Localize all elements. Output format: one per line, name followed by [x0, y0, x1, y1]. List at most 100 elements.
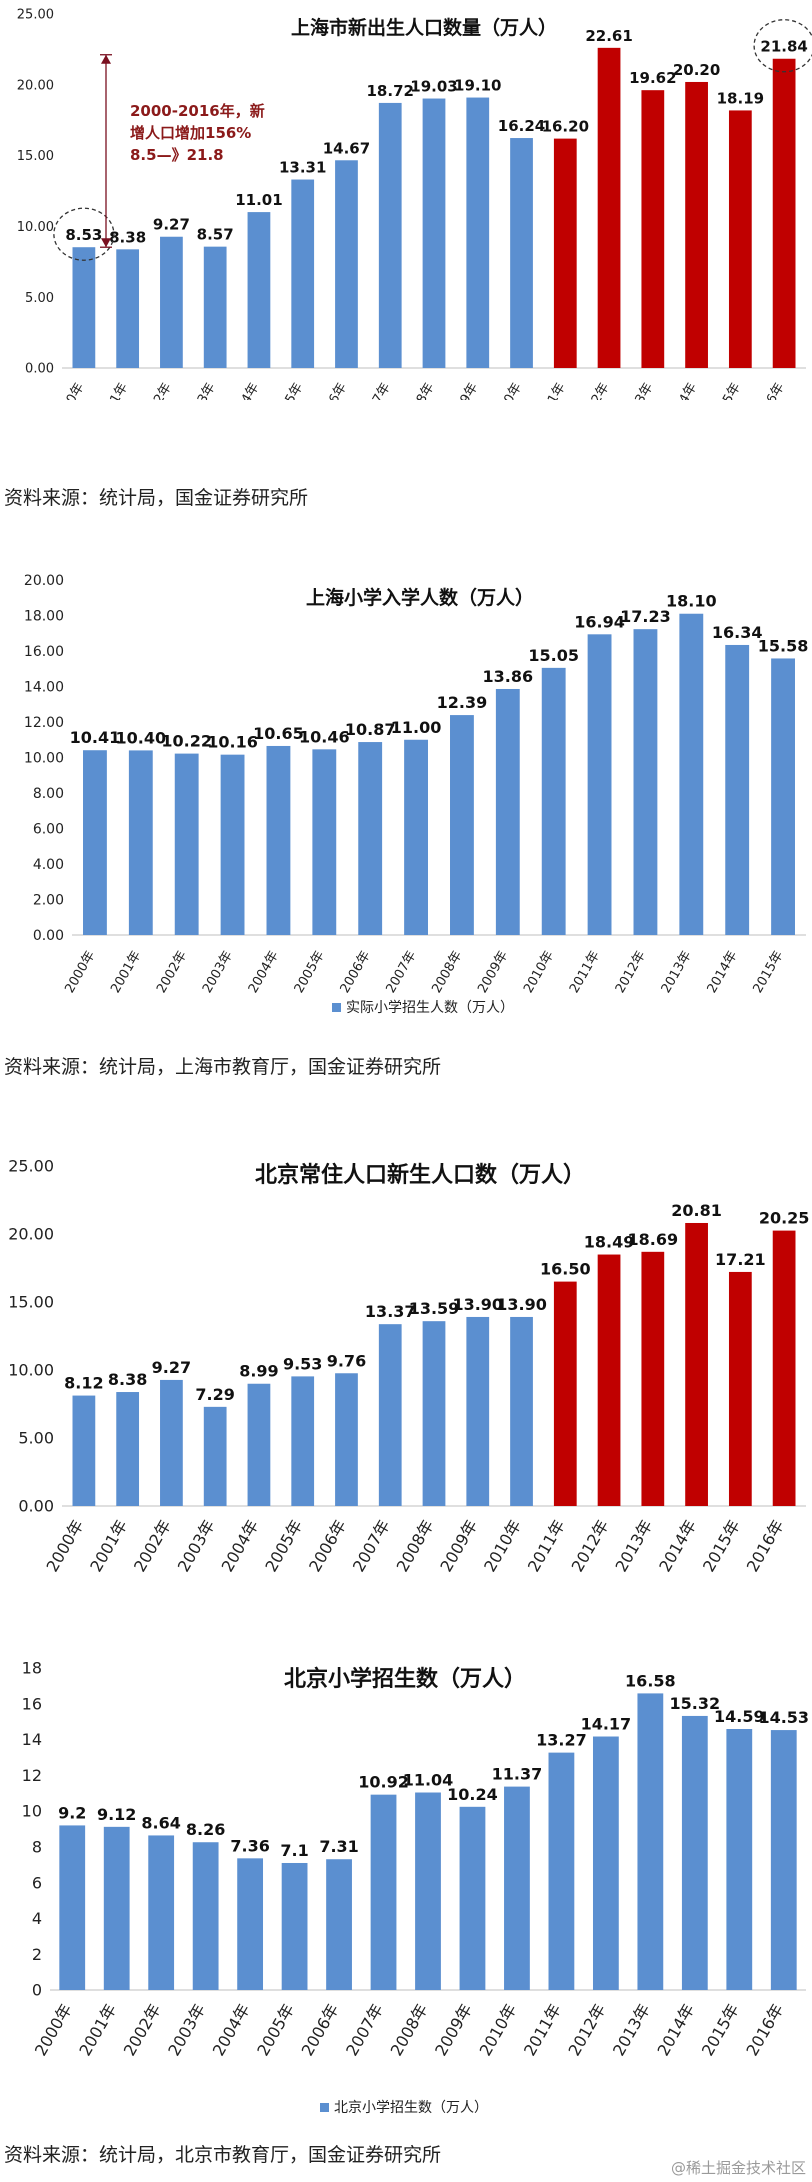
data-label: 11.01	[235, 191, 282, 209]
y-tick-label: 15.00	[8, 1293, 54, 1312]
data-label: 8.12	[64, 1374, 103, 1393]
bar	[772, 1230, 796, 1506]
x-tick-label: 2003年	[164, 2001, 209, 2060]
data-label: 7.36	[230, 1836, 269, 1855]
data-label: 15.05	[528, 646, 579, 665]
bar	[103, 1826, 130, 1990]
x-tick-label: 2012年	[576, 381, 612, 401]
data-label: 13.59	[409, 1299, 460, 1318]
y-tick-label: 10.00	[8, 1361, 54, 1380]
bar	[633, 629, 658, 935]
x-tick-label: 2014年	[664, 381, 700, 401]
y-tick-label: 20.00	[24, 573, 64, 589]
data-label: 18.19	[717, 89, 764, 107]
chart-panel-1: 上海市新出生人口数量（万人） 0.00 5.00 10.00 15.00 20.00 25.…	[0, 0, 812, 400]
x-tick-label: 2000年	[62, 949, 98, 996]
source-note-1: 资料来源：统计局，国金证券研究所	[4, 487, 309, 509]
x-tick-label: 2016年	[743, 1517, 788, 1576]
bar	[685, 81, 708, 368]
x-tick-label: 2006年	[298, 2001, 343, 2060]
watermark: @稀土掘金技术社区	[670, 2159, 806, 2177]
chart-panel-2: 上海小学入学人数（万人） 0.00 2.00 4.00 6.00 8.00 10.00 12.…	[0, 560, 812, 1030]
x-tick-label: 2000年	[43, 1517, 88, 1576]
x-tick-label: 2009年	[431, 2001, 476, 2060]
chart-title: 北京常住人口新生人口数（万人）	[255, 1162, 585, 1188]
data-label: 20.20	[673, 61, 720, 79]
bar	[504, 1786, 530, 1990]
data-label: 21.84	[760, 38, 807, 56]
data-label: 19.62	[629, 69, 676, 87]
x-tick-label: 2010年	[480, 1517, 525, 1576]
annotation-line-1: 2000-2016年，新	[130, 102, 265, 120]
data-label: 9.76	[327, 1351, 366, 1370]
bar	[726, 1729, 753, 1990]
bar	[266, 745, 291, 935]
bar	[770, 1730, 797, 1990]
x-tick-label: 2011年	[533, 381, 569, 401]
x-tick-label: 2004年	[209, 2001, 254, 2060]
data-label: 7.31	[319, 1837, 358, 1856]
bar	[415, 1792, 441, 1990]
data-label: 13.37	[365, 1302, 416, 1321]
bar	[370, 1794, 397, 1990]
y-tick-label: 25.00	[8, 1157, 54, 1176]
y-tick-label: 25.00	[17, 8, 54, 23]
bar	[220, 754, 245, 935]
data-label: 9.12	[97, 1805, 136, 1824]
y-tick-label: 0.00	[18, 1497, 54, 1516]
data-label: 8.57	[197, 226, 234, 244]
legend-label: 北京小学招生数（万人）	[334, 2100, 488, 2116]
x-tick-label: 2004年	[218, 1517, 263, 1576]
x-tick-label: 2007年	[358, 381, 394, 401]
x-tick-label: 2016年	[752, 381, 788, 401]
chart-panel-3: 北京常住人口新生人口数（万人） 0.00 5.00 10.00 15.00 20.00 25…	[0, 1130, 812, 1575]
bar	[725, 644, 750, 935]
data-label: 16.20	[542, 118, 589, 136]
data-label: 18.69	[628, 1230, 679, 1249]
data-label: 8.99	[239, 1362, 278, 1381]
bar	[771, 658, 795, 935]
bar	[466, 1316, 490, 1506]
bar	[548, 1752, 575, 1990]
data-label: 18.72	[367, 82, 414, 100]
x-tick-label: 2001年	[86, 1517, 131, 1576]
bar	[72, 1395, 96, 1506]
data-label: 13.90	[452, 1295, 503, 1314]
bar	[335, 160, 358, 368]
y-tick-label: 10.00	[24, 750, 64, 766]
y-tick-label: 10	[22, 1802, 42, 1821]
x-tick-label: 2014年	[655, 1517, 700, 1576]
bar	[174, 753, 199, 935]
y-tick-label: 14	[22, 1730, 42, 1749]
data-label: 13.86	[483, 667, 534, 686]
data-label: 14.17	[581, 1715, 632, 1734]
y-tick-label: 16.00	[24, 644, 64, 660]
y-tick-label: 0.00	[25, 362, 54, 377]
x-tick-label: 2012年	[568, 1517, 613, 1576]
bar	[83, 750, 107, 935]
data-label: 9.53	[283, 1354, 322, 1373]
y-tick-label: 2.00	[33, 892, 64, 908]
bar	[772, 58, 796, 368]
data-label: 13.31	[279, 159, 326, 177]
x-tick-label: 2000年	[51, 381, 87, 401]
data-label: 9.2	[58, 1803, 86, 1822]
data-label: 16.94	[574, 612, 625, 631]
legend-label: 实际小学招生人数（万人）	[346, 1000, 514, 1016]
source-note-2: 资料来源：统计局，上海市教育厅，国金证券研究所	[4, 1056, 442, 1078]
x-tick-label: 2007年	[349, 1517, 394, 1576]
y-tick-label: 18	[22, 1659, 42, 1678]
highlight-circle-end	[753, 19, 812, 73]
data-label: 10.92	[358, 1773, 409, 1792]
bar	[685, 1222, 708, 1506]
data-label: 10.65	[253, 724, 304, 743]
y-tick-label: 15.00	[17, 149, 54, 164]
x-tick-label: 2015年	[750, 949, 786, 996]
x-tick-label: 2013年	[659, 949, 695, 996]
data-label: 8.53	[65, 226, 102, 244]
data-label: 8.64	[141, 1813, 180, 1832]
bar	[247, 212, 271, 368]
x-tick-label: 2006年	[338, 949, 374, 996]
annotation-line-2: 增人口增加156%	[130, 124, 251, 142]
bar	[510, 138, 533, 368]
